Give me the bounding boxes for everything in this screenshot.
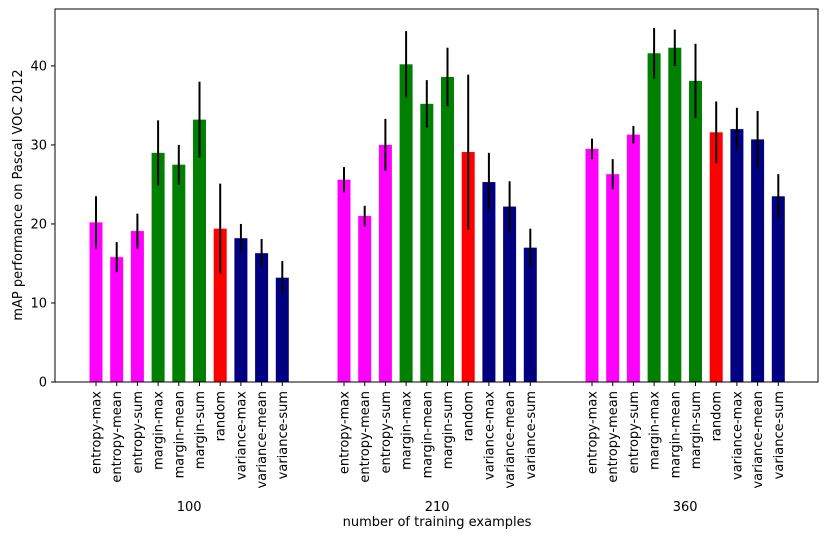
bar [213,228,227,382]
x-tick-label: random [710,391,725,441]
group-label: 360 [673,500,698,515]
bar [503,206,517,382]
x-tick-label: entropy-mean [110,391,125,483]
x-tick-label: margin-max [152,391,167,470]
x-tick-label: random [462,391,477,441]
bar [626,134,640,382]
x-tick-label: entropy-max [586,391,601,474]
y-tick-label: 30 [30,138,47,153]
bar [378,144,392,382]
x-tick-label: margin-max [400,391,415,470]
bar [441,76,454,383]
bar [193,119,206,382]
x-tick-label: entropy-max [90,391,105,474]
bar [337,179,351,382]
bar [420,103,434,382]
bar [172,164,186,382]
x-tick-label: random [214,391,229,441]
x-tick-label: entropy-sum [379,391,394,473]
x-tick-label: margin-mean [172,391,187,478]
bar [275,277,289,382]
x-tick-label: margin-mean [420,391,435,478]
bar [709,132,723,382]
bar [399,64,413,382]
bar [234,238,248,382]
axes-frame [54,8,819,383]
x-tick-label: variance-mean [751,391,766,489]
bar [647,53,661,382]
group-label: 210 [425,500,450,515]
x-tick-label: variance-sum [276,391,291,479]
y-tick-label: 0 [39,376,47,391]
x-tick-label: variance-sum [524,391,539,479]
bar [482,182,496,382]
y-tick-label: 20 [30,217,47,232]
x-axis-label: number of training examples [343,515,532,530]
bar [151,152,165,382]
bar [689,80,702,382]
x-tick-label: variance-max [234,391,249,480]
x-tick-label: variance-max [730,391,745,480]
bar [523,247,537,382]
bar [668,47,682,382]
bar [89,222,103,382]
x-tick-label: variance-max [482,391,497,480]
x-tick-label: margin-sum [689,391,704,469]
y-axis-label: mAP performance on Pascal VOC 2012 [11,69,26,320]
x-tick-label: entropy-sum [627,391,642,473]
bar [751,139,765,382]
bar [358,216,372,382]
bar [771,196,785,382]
bar [110,257,124,382]
bar [255,253,269,382]
bar [585,148,599,382]
x-tick-label: entropy-max [338,391,353,474]
x-tick-label: margin-mean [668,391,683,478]
bar [730,129,744,382]
group-label: 100 [177,500,202,515]
x-tick-label: margin-max [648,391,663,470]
x-tick-label: margin-sum [193,391,208,469]
x-tick-label: entropy-mean [606,391,621,483]
x-tick-label: variance-sum [772,391,787,479]
y-tick-label: 10 [30,296,47,311]
bar [606,174,620,382]
y-tick-label: 40 [30,59,47,74]
x-tick-label: variance-mean [255,391,270,489]
x-tick-label: margin-sum [441,391,456,469]
bar [130,231,144,382]
x-tick-label: variance-mean [503,391,518,489]
x-tick-label: entropy-sum [131,391,146,473]
bar [461,152,475,382]
x-tick-label: entropy-mean [358,391,373,483]
